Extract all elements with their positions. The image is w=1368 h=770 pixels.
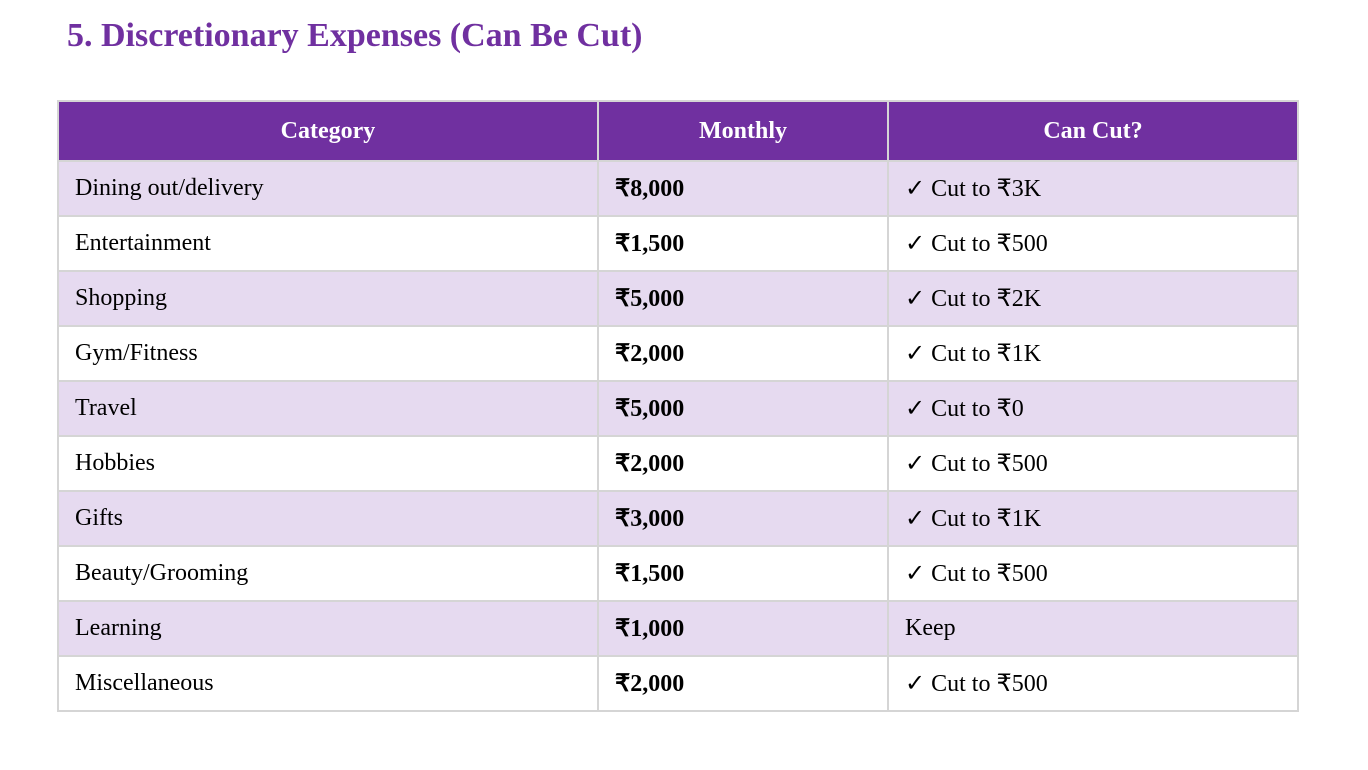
table-cell: Gym/Fitness [57,325,599,382]
table-cell: ✓ Cut to ₹1K [887,490,1299,547]
table-cell: ₹3,000 [597,490,889,547]
table-cell: ₹1,500 [597,545,889,602]
expenses-table: Category Monthly Can Cut? Dining out/deliv… [57,100,1299,712]
table-cell: Travel [57,380,599,437]
table-cell: ✓ Cut to ₹0 [887,380,1299,437]
column-header: Can Cut? [887,100,1299,162]
table-row: Learning ₹1,000 Keep [57,600,1299,657]
table-row: Entertainment ₹1,500 ✓ Cut to ₹500 [57,215,1299,272]
table-cell: ₹1,500 [597,215,889,272]
table-row: Gifts ₹3,000 ✓ Cut to ₹1K [57,490,1299,547]
table-cell: Beauty/Grooming [57,545,599,602]
table-cell: Entertainment [57,215,599,272]
table-row: Travel ₹5,000 ✓ Cut to ₹0 [57,380,1299,437]
table-cell: ✓ Cut to ₹500 [887,435,1299,492]
table-row: Miscellaneous ₹2,000 ✓ Cut to ₹500 [57,655,1299,712]
table-cell: Dining out/delivery [57,160,599,217]
table-cell: Learning [57,600,599,657]
table-cell: ₹5,000 [597,270,889,327]
table-cell: ✓ Cut to ₹2K [887,270,1299,327]
table-row: Hobbies ₹2,000 ✓ Cut to ₹500 [57,435,1299,492]
column-header: Category [57,100,599,162]
table-cell: ✓ Cut to ₹500 [887,655,1299,712]
table-row: Shopping ₹5,000 ✓ Cut to ₹2K [57,270,1299,327]
table-cell: ₹2,000 [597,435,889,492]
table-cell: Shopping [57,270,599,327]
table-row: Beauty/Grooming ₹1,500 ✓ Cut to ₹500 [57,545,1299,602]
table-cell: ₹8,000 [597,160,889,217]
table-cell: ₹1,000 [597,600,889,657]
table-cell: ✓ Cut to ₹1K [887,325,1299,382]
table-cell: ✓ Cut to ₹500 [887,545,1299,602]
table-cell: ₹5,000 [597,380,889,437]
table-cell: Hobbies [57,435,599,492]
table-row: Gym/Fitness ₹2,000 ✓ Cut to ₹1K [57,325,1299,382]
table-row: Dining out/delivery ₹8,000 ✓ Cut to ₹3K [57,160,1299,217]
table-cell: Gifts [57,490,599,547]
title: 5. Discretionary Expenses (Can Be Cut) [67,17,643,54]
header-row: Category Monthly Can Cut? [57,100,1299,162]
table-cell: Miscellaneous [57,655,599,712]
table-cell: ₹2,000 [597,655,889,712]
table-cell: Keep [887,600,1299,657]
table-cell: ₹2,000 [597,325,889,382]
column-header: Monthly [597,100,889,162]
table-cell: ✓ Cut to ₹3K [887,160,1299,217]
table-cell: ✓ Cut to ₹500 [887,215,1299,272]
